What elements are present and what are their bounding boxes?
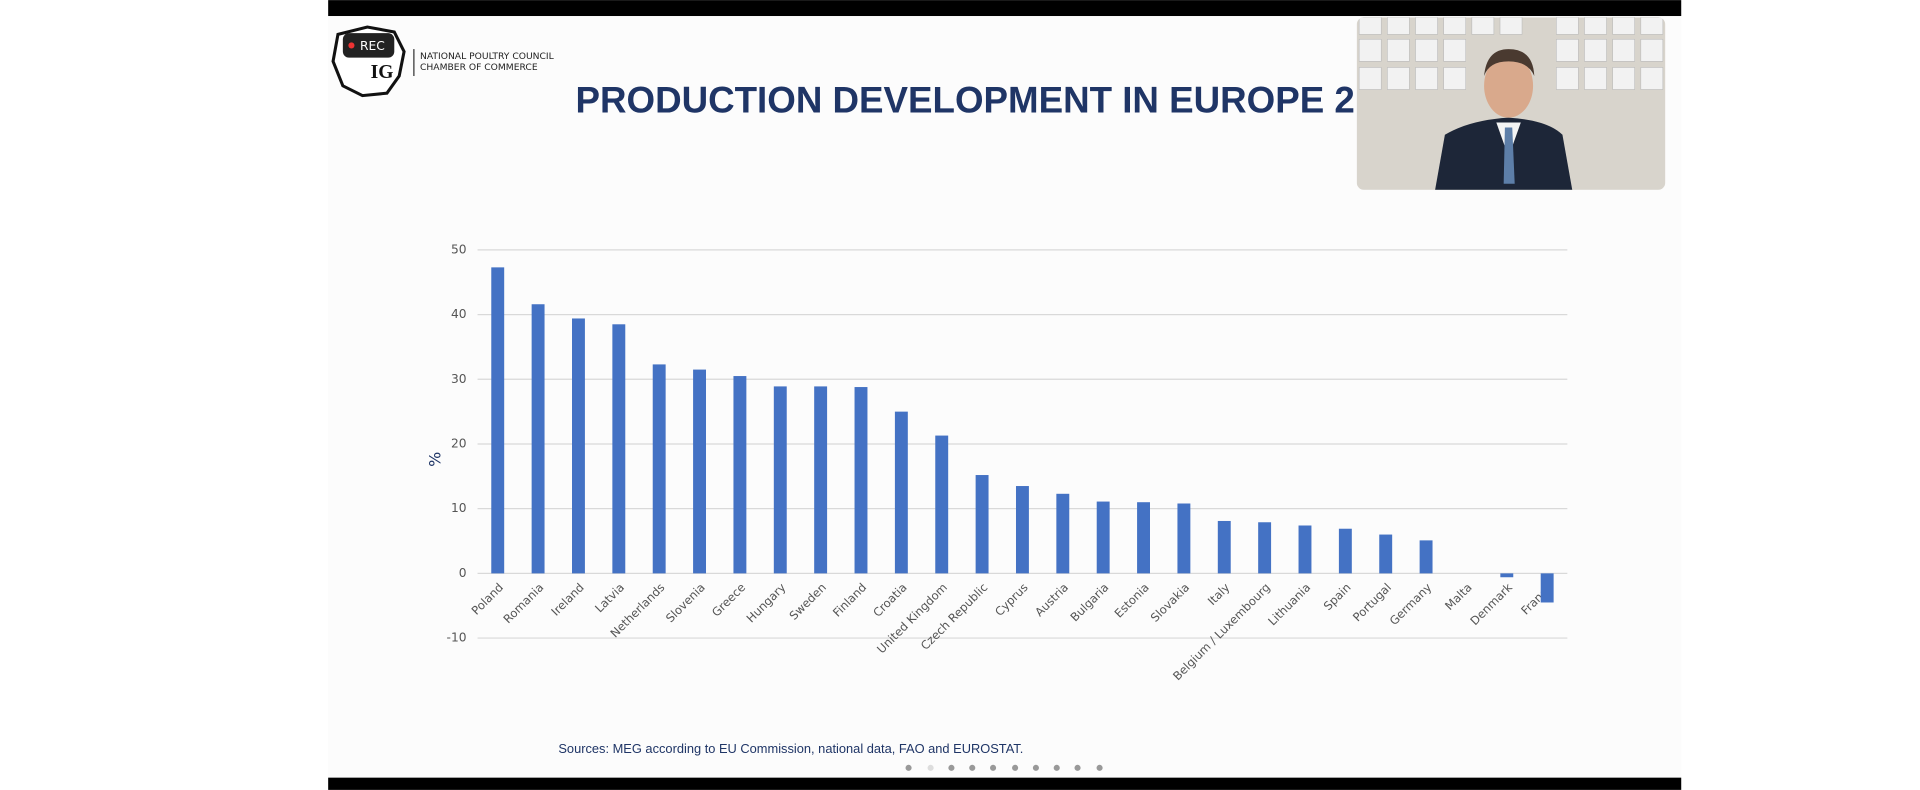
page-dot[interactable] (1032, 764, 1039, 771)
webcam-person-body (1435, 117, 1573, 190)
webcam-hair (1484, 49, 1535, 77)
pagination (905, 764, 1103, 771)
webcam-person-head (1484, 53, 1534, 118)
y-tick-label: 10 (451, 501, 467, 515)
page-dot[interactable] (1012, 764, 1019, 771)
bar (1258, 522, 1272, 574)
bar (1177, 503, 1191, 574)
logo: REC IG NATIONAL POULTRY COUNCIL CHAMBER … (331, 25, 555, 98)
bar (491, 267, 505, 574)
bar (1015, 486, 1029, 574)
webcam (1356, 17, 1666, 190)
bar (1379, 534, 1393, 574)
webcam-tie (1503, 127, 1515, 184)
logo-line2: CHAMBER OF COMMERCE (420, 62, 538, 73)
bar (1419, 540, 1433, 574)
y-axis-label: % (425, 452, 444, 467)
top-bar (328, 0, 1682, 17)
bar (1137, 502, 1150, 574)
rec-badge (342, 33, 395, 58)
bar (733, 376, 747, 574)
slide-title: PRODUCTION DEVELOPMENT IN EUROPE 2 (576, 80, 1355, 121)
bottom-bar (328, 777, 1682, 790)
bar (1540, 573, 1554, 603)
logo-mark: IG (371, 62, 394, 83)
bar (693, 369, 707, 574)
y-tick-label: 0 (459, 566, 467, 580)
page-dot[interactable] (927, 764, 934, 771)
page-dot[interactable] (969, 764, 976, 771)
bar (1217, 520, 1231, 574)
y-tick-label: -10 (447, 631, 467, 645)
page-dot[interactable] (1074, 764, 1081, 771)
bar (1056, 493, 1070, 574)
bar (854, 387, 868, 574)
bar (814, 386, 828, 574)
page-dot[interactable] (905, 764, 912, 771)
y-tick-label: 30 (451, 372, 467, 386)
bar (935, 435, 949, 574)
page-dot[interactable] (990, 764, 997, 771)
logo-line1: NATIONAL POULTRY COUNCIL (420, 51, 555, 62)
page-dot[interactable] (1096, 764, 1103, 771)
bar (1096, 501, 1110, 574)
bar (1338, 528, 1352, 574)
bar (975, 475, 989, 574)
bar (652, 364, 666, 574)
source-note: Sources: MEG according to EU Commission,… (558, 741, 1023, 756)
wall-plaques (1358, 17, 1664, 90)
rec-dot (348, 42, 355, 49)
bar (572, 318, 585, 574)
bar (773, 386, 787, 574)
bar (894, 411, 908, 574)
bar (531, 304, 545, 574)
y-tick-label: 20 (451, 436, 467, 450)
y-tick-label: 40 (451, 307, 467, 321)
bar (1500, 573, 1514, 578)
bar (1298, 525, 1312, 574)
page-dot[interactable] (948, 764, 955, 771)
bar (612, 324, 626, 574)
page-dot[interactable] (1053, 764, 1060, 771)
y-tick-label: 50 (451, 242, 467, 256)
rec-label: REC (360, 39, 385, 53)
